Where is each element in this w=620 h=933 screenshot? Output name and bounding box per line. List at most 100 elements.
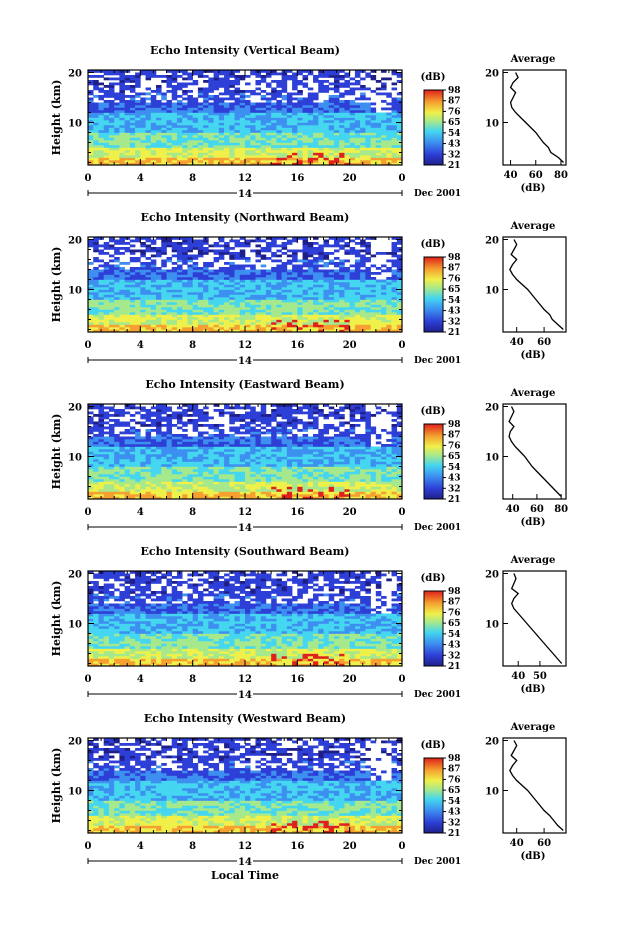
heatmap-cell xyxy=(392,160,398,163)
heatmap-cell xyxy=(224,325,230,328)
heatmap-cell xyxy=(104,317,110,320)
heatmap-cell xyxy=(182,113,188,116)
heatmap-cell xyxy=(261,275,267,278)
heatmap-cell xyxy=(303,494,309,497)
heatmap-cell xyxy=(313,140,319,143)
heatmap-cell xyxy=(198,315,204,318)
heatmap-cell xyxy=(229,158,235,161)
heatmap-cell xyxy=(161,270,167,273)
heatmap-cell xyxy=(240,297,246,300)
heatmap-cell xyxy=(381,138,387,141)
heatmap-cell xyxy=(130,275,136,278)
heatmap-cell xyxy=(130,467,136,470)
heatmap-cell xyxy=(98,103,104,106)
heatmap-cell xyxy=(313,492,319,495)
heatmap-cell xyxy=(240,295,246,298)
heatmap-cell xyxy=(266,487,272,490)
heatmap-cell xyxy=(292,474,298,477)
heatmap-cell xyxy=(203,148,209,151)
heatmap-cell xyxy=(93,489,99,492)
heatmap-cell xyxy=(193,285,199,288)
heatmap-cell xyxy=(146,247,152,250)
heatmap-cell xyxy=(119,135,125,138)
heatmap-cell xyxy=(360,492,366,495)
heatmap-cell xyxy=(365,267,371,270)
heatmap-cell xyxy=(371,285,377,288)
heatmap-cell xyxy=(161,260,167,263)
heatmap-cell xyxy=(313,295,319,298)
heatmap-cell xyxy=(167,135,173,138)
heatmap-cell xyxy=(214,489,220,492)
heatmap-cell xyxy=(376,297,382,300)
heatmap-cell xyxy=(308,260,314,263)
heatmap-cell xyxy=(365,310,371,313)
heatmap-cell xyxy=(297,260,303,263)
heatmap-cell xyxy=(308,312,314,315)
heatmap-cell xyxy=(250,250,256,253)
heatmap-cell xyxy=(88,135,94,138)
heatmap-cell xyxy=(255,252,261,255)
heatmap-cell xyxy=(130,108,136,111)
heatmap-cell xyxy=(245,467,251,470)
heatmap-cell xyxy=(104,322,110,325)
heatmap-cell xyxy=(208,322,214,325)
heatmap-cell xyxy=(130,100,136,103)
heatmap-cell xyxy=(334,90,340,93)
heatmap-cell xyxy=(344,158,350,161)
heatmap-cell xyxy=(271,158,277,161)
heatmap-cell xyxy=(104,110,110,113)
heatmap-cell xyxy=(266,467,272,470)
heatmap-cell xyxy=(297,118,303,121)
heatmap-cell xyxy=(240,487,246,490)
heatmap-cell xyxy=(308,285,314,288)
heatmap-cell xyxy=(350,275,356,278)
heatmap-cell xyxy=(324,474,330,477)
heatmap-cell xyxy=(339,267,345,270)
heatmap-cell xyxy=(303,260,309,263)
heatmap-cell xyxy=(167,492,173,495)
heatmap-cell xyxy=(282,252,288,255)
heatmap-cell xyxy=(255,260,261,263)
heatmap-cell xyxy=(324,155,330,158)
heatmap-cell xyxy=(119,305,125,308)
heatmap-cell xyxy=(376,282,382,285)
heatmap-cell xyxy=(334,469,340,472)
heatmap-cell xyxy=(125,123,131,126)
heatmap-cell xyxy=(297,280,303,283)
heatmap-cell xyxy=(276,489,282,492)
heatmap-cell xyxy=(350,489,356,492)
heatmap-cell xyxy=(266,128,272,131)
heatmap-cell xyxy=(261,477,267,480)
heatmap-cell xyxy=(229,113,235,116)
heatmap-cell xyxy=(297,140,303,143)
heatmap-cell xyxy=(376,115,382,118)
heatmap-cell xyxy=(135,160,141,163)
heatmap-cell xyxy=(266,472,272,475)
heatmap-cell xyxy=(392,105,398,108)
heatmap-cell xyxy=(371,302,377,305)
heatmap-cell xyxy=(219,312,225,315)
heatmap-cell xyxy=(219,150,225,153)
heatmap-cell xyxy=(146,317,152,320)
heatmap-cell xyxy=(198,270,204,273)
heatmap-cell xyxy=(334,95,340,98)
heatmap-cell xyxy=(308,130,314,133)
heatmap-cell xyxy=(271,125,277,128)
heatmap-cell xyxy=(235,285,241,288)
heatmap-cell xyxy=(371,75,377,78)
heatmap-cell xyxy=(109,247,115,250)
heatmap-cell xyxy=(245,265,251,268)
heatmap-cell xyxy=(339,474,345,477)
heatmap-cell xyxy=(98,315,104,318)
heatmap-cell xyxy=(376,148,382,151)
heatmap-cell xyxy=(219,160,225,163)
heatmap-cell xyxy=(198,292,204,295)
heatmap-cell xyxy=(88,302,94,305)
heatmap-cell xyxy=(313,315,319,318)
heatmap-cell xyxy=(219,467,225,470)
heatmap-cell xyxy=(198,484,204,487)
heatmap-cell xyxy=(240,310,246,313)
heatmap-cell xyxy=(350,160,356,163)
heatmap-cell xyxy=(140,327,146,330)
heatmap-cell xyxy=(119,484,125,487)
